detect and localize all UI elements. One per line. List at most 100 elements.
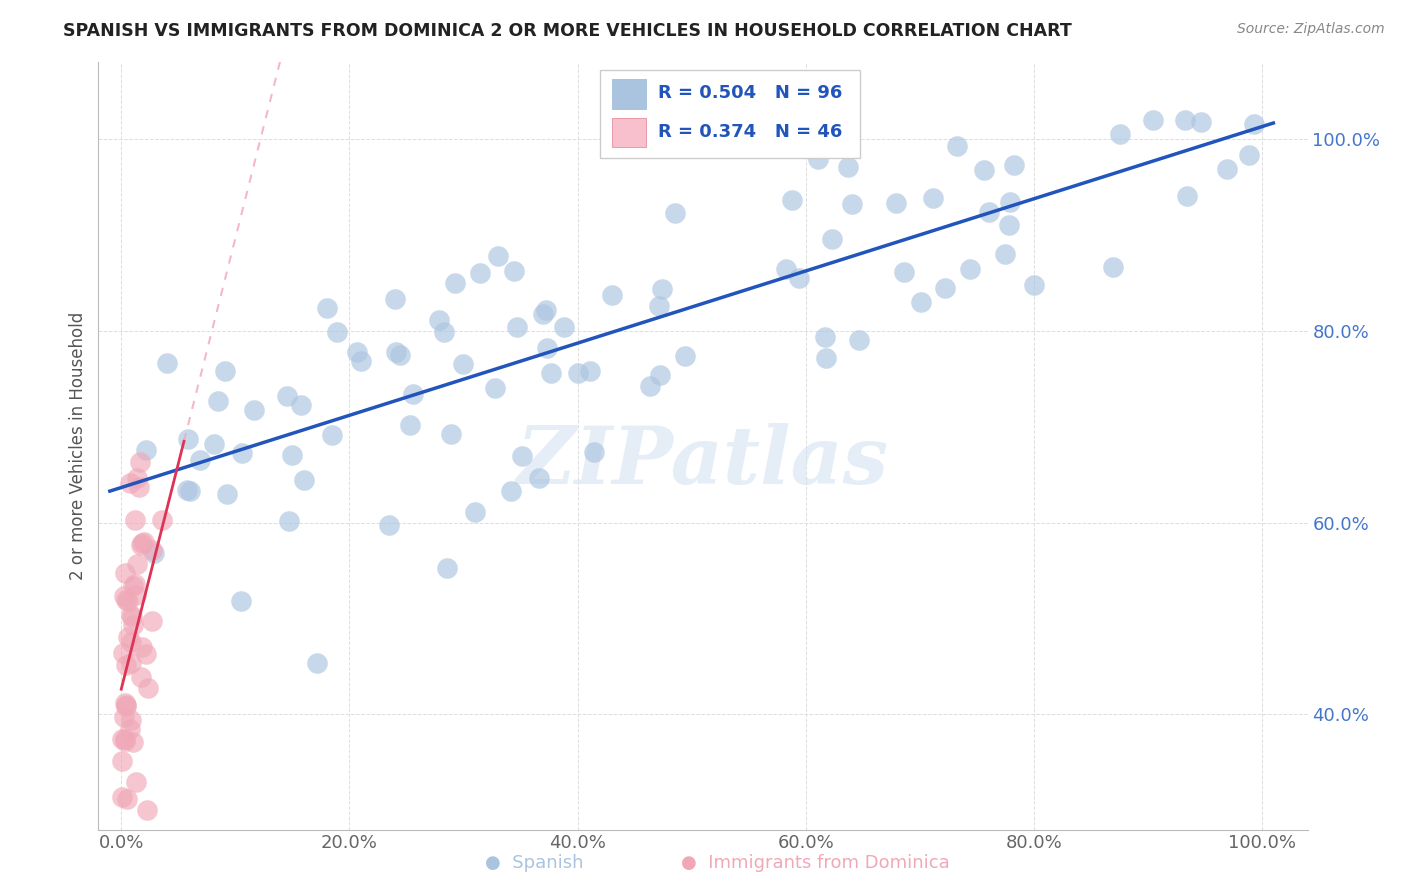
Point (124, 513, 146, 527)
FancyBboxPatch shape (613, 119, 647, 147)
Point (131, 538, 153, 552)
Point (316, 301, 339, 315)
Point (135, 647, 157, 661)
Point (136, 681, 159, 696)
Point (578, 363, 600, 377)
Text: Source: ZipAtlas.com: Source: ZipAtlas.com (1237, 22, 1385, 37)
Point (651, 282, 673, 296)
Point (512, 449, 534, 463)
Point (141, 543, 163, 558)
Point (837, 160, 859, 174)
Point (112, 589, 135, 603)
Point (600, 287, 623, 301)
Point (111, 732, 134, 747)
Point (243, 403, 266, 417)
Point (115, 792, 138, 806)
Point (527, 471, 550, 485)
Point (128, 480, 150, 494)
Point (384, 293, 406, 307)
Point (540, 366, 562, 380)
Point (444, 277, 467, 291)
Point (1004, 158, 1026, 172)
Point (136, 804, 159, 818)
Text: ●  Spanish: ● Spanish (485, 855, 583, 872)
Point (945, 139, 967, 153)
Point (114, 732, 136, 747)
Point (427, 312, 450, 326)
Point (534, 303, 557, 318)
Point (111, 646, 134, 660)
Point (156, 356, 179, 370)
Point (122, 617, 145, 632)
Point (115, 658, 138, 673)
Point (1237, 148, 1260, 162)
Point (188, 453, 211, 467)
Point (979, 205, 1001, 219)
Point (124, 774, 146, 789)
Point (346, 345, 368, 359)
Point (506, 320, 529, 334)
FancyBboxPatch shape (600, 70, 860, 158)
Point (135, 442, 157, 457)
Point (120, 635, 142, 649)
Point (503, 264, 526, 278)
Point (388, 348, 411, 362)
Point (120, 723, 142, 737)
Point (231, 446, 253, 460)
Point (202, 436, 225, 450)
Point (553, 319, 575, 334)
Point (1243, 117, 1265, 131)
Point (115, 698, 138, 712)
Point (484, 381, 506, 395)
Point (567, 366, 589, 380)
Point (1175, 189, 1198, 203)
FancyBboxPatch shape (613, 79, 647, 109)
Point (114, 699, 136, 714)
Point (648, 299, 671, 313)
Point (464, 505, 486, 519)
Point (177, 432, 200, 446)
Point (531, 308, 554, 322)
Point (1022, 278, 1045, 293)
Point (813, 128, 835, 143)
Point (921, 191, 943, 205)
Point (780, 193, 803, 207)
Point (292, 473, 315, 487)
Text: R = 0.504   N = 96: R = 0.504 N = 96 (658, 84, 842, 103)
Point (114, 697, 136, 711)
Point (214, 364, 236, 378)
Point (841, 197, 863, 211)
Point (399, 418, 422, 433)
Point (179, 483, 201, 498)
Point (114, 733, 136, 747)
Point (131, 640, 153, 654)
Point (470, 266, 492, 280)
Point (127, 471, 149, 485)
Point (486, 249, 509, 263)
Point (121, 610, 143, 624)
Point (934, 281, 956, 295)
Text: SPANISH VS IMMIGRANTS FROM DOMINICA 2 OR MORE VEHICLES IN HOUSEHOLD CORRELATION : SPANISH VS IMMIGRANTS FROM DOMINICA 2 OR… (63, 22, 1071, 40)
Point (451, 357, 474, 371)
Point (401, 387, 423, 401)
Point (377, 517, 399, 532)
Point (150, 513, 173, 527)
Point (290, 398, 312, 412)
Point (124, 577, 146, 591)
Point (231, 594, 253, 608)
Point (120, 714, 142, 728)
Point (998, 219, 1021, 233)
Point (118, 476, 141, 491)
Point (848, 333, 870, 347)
Point (125, 557, 148, 571)
Point (673, 349, 696, 363)
Point (1174, 113, 1197, 128)
Point (893, 265, 915, 279)
Point (117, 594, 139, 608)
Point (276, 388, 298, 402)
Point (215, 487, 238, 501)
Point (131, 670, 153, 684)
Text: R = 0.374   N = 46: R = 0.374 N = 46 (658, 123, 842, 141)
Point (120, 656, 142, 670)
Point (807, 152, 830, 166)
